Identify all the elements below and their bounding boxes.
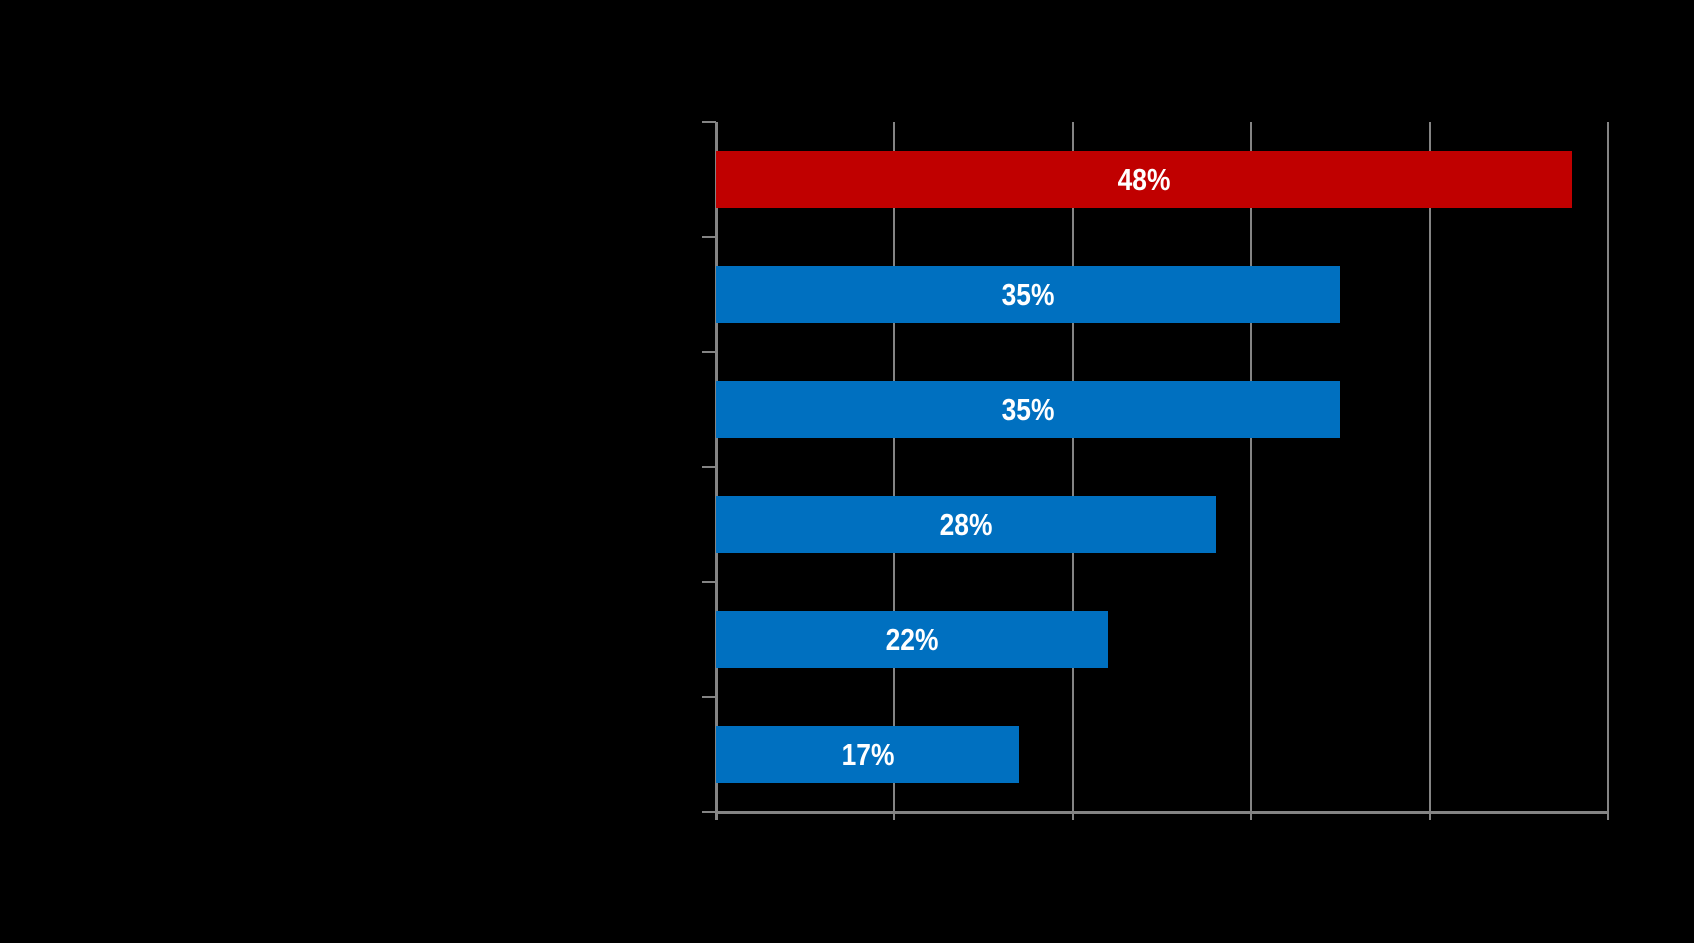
bar: 35%: [716, 266, 1341, 323]
y-axis-tick: [702, 581, 716, 583]
y-axis-line: [715, 122, 718, 820]
bar-value-label: 48%: [1117, 161, 1171, 197]
bar: 35%: [716, 381, 1341, 438]
plot-area: 48% 35% 35% 28% 22% 17%: [702, 121, 1609, 820]
bar: 22%: [716, 611, 1109, 668]
gridline: [1607, 122, 1609, 820]
y-axis-tick: [702, 811, 716, 813]
gridline: [1071, 122, 1074, 820]
gridline: [893, 122, 896, 820]
y-axis-tick: [702, 466, 716, 468]
x-axis-line: [715, 811, 1609, 814]
bar: 17%: [716, 726, 1020, 783]
y-axis-tick: [702, 121, 716, 123]
y-axis-tick: [702, 696, 716, 698]
bar-value-label: 35%: [1001, 391, 1055, 427]
y-axis-tick: [702, 236, 716, 238]
gridline: [1428, 122, 1431, 820]
bar: 28%: [716, 496, 1216, 553]
bar-value-label: 22%: [885, 621, 939, 657]
bar-value-label: 17%: [841, 736, 895, 772]
bar-value-label: 28%: [939, 506, 993, 542]
gridline: [1250, 122, 1253, 820]
y-axis-tick: [702, 351, 716, 353]
bar-value-label: 35%: [1001, 276, 1055, 312]
bar: 48%: [716, 151, 1573, 208]
